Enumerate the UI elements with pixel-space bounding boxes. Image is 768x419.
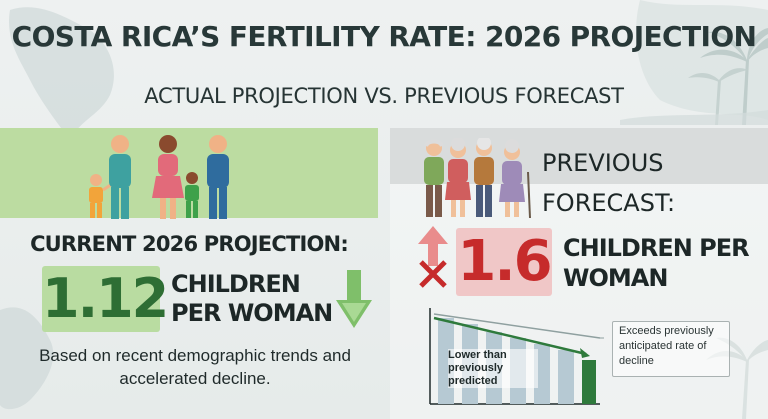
current-projection-heading: CURRENT 2026 PROJECTION: [30,232,349,256]
actual-trend-line [433,316,587,356]
current-value-highlight [42,266,160,332]
current-projection-unit: CHILDREN PER WOMAN [171,270,333,327]
previous-value-highlight [456,228,552,296]
current-projection-note: Based on recent demographic trends and a… [39,346,351,388]
family-icon [89,135,229,219]
page-title: COSTA RICA’S FERTILITY RATE: 2026 PROJEC… [11,20,757,53]
page-subtitle: ACTUAL PROJECTION vs. PREVIOUS FORECAST [144,84,624,108]
previous-forecast-value: 1.6 [457,229,552,294]
previous-trend-line [433,313,601,339]
chart-annotation: Lower than previously predicted [448,349,538,388]
chart-bar [534,344,550,404]
elderly-group-icon [424,138,531,219]
chart-bar [558,350,574,404]
current-projection-value: 1.12 [42,267,169,330]
chart-bar-highlight [582,360,596,404]
previous-forecast-unit: CHILDREN PER WOMAN [563,234,750,292]
previous-forecast-heading: PREVIOUS FORECAST: [542,149,676,217]
up-arrow-crossed-icon [418,226,448,288]
callout-box [612,321,730,377]
callout-text: Exceeds previously anticipated rate of d… [619,325,714,367]
down-arrow-icon [336,270,372,328]
